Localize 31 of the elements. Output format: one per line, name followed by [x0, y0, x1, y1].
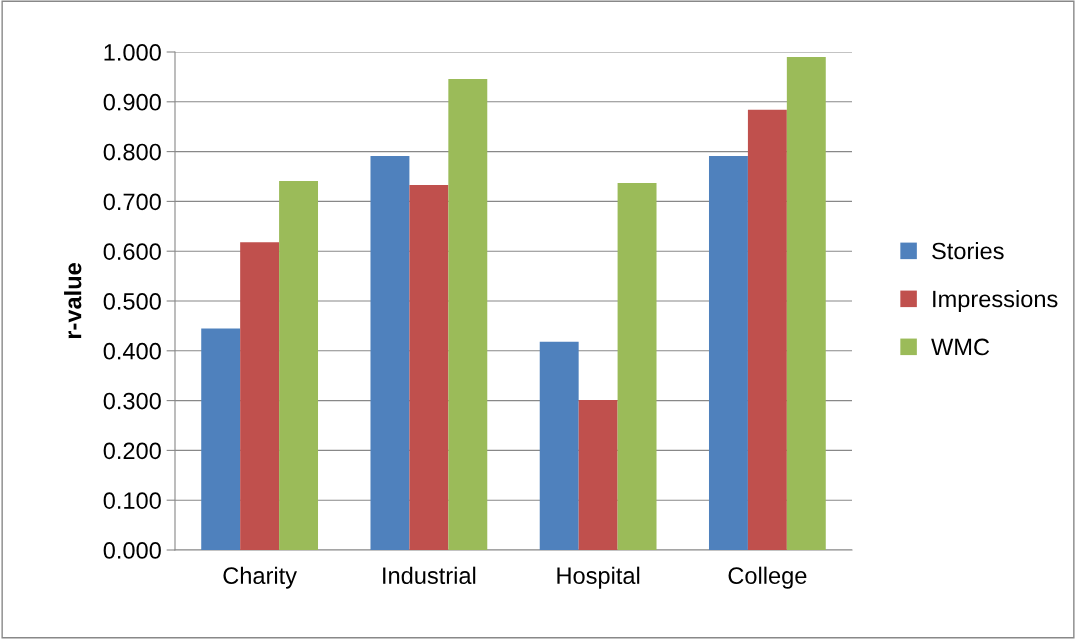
y-axis-title: r-value [64, 263, 82, 339]
bar [578, 400, 618, 550]
y-tick-label: 0.300 [103, 392, 161, 410]
y-tick-label: 1.000 [104, 44, 161, 61]
bar [786, 56, 826, 550]
y-tick-label: 0.500 [103, 293, 161, 310]
bar [201, 328, 241, 550]
legend-label: Stories [932, 242, 1004, 260]
y-tick-label: 0.600 [103, 243, 161, 260]
bar [448, 78, 488, 550]
x-tick-label: Charity [223, 566, 297, 589]
y-tick-label: 0.900 [103, 93, 161, 111]
bar [708, 156, 748, 550]
bar [539, 341, 579, 550]
y-tick-label: 0.800 [103, 143, 161, 161]
y-tick-label: 0.000 [103, 542, 161, 559]
y-tick-label: 0.200 [103, 442, 161, 460]
bar [240, 242, 280, 550]
legend-label: Impressions [933, 290, 1058, 312]
x-tick-label: Hospital [557, 566, 640, 589]
bar [370, 156, 410, 550]
y-tick-label: 0.100 [103, 492, 161, 509]
y-tick-label: 0.700 [103, 193, 161, 211]
bar [747, 109, 787, 550]
legend-label: WMC [931, 338, 990, 356]
x-tick-label: Industrial [383, 566, 476, 585]
y-tick-label: 0.400 [103, 342, 161, 360]
bar [279, 180, 319, 550]
bar [409, 184, 449, 550]
x-tick-label: College [728, 566, 807, 589]
bar [617, 182, 657, 550]
